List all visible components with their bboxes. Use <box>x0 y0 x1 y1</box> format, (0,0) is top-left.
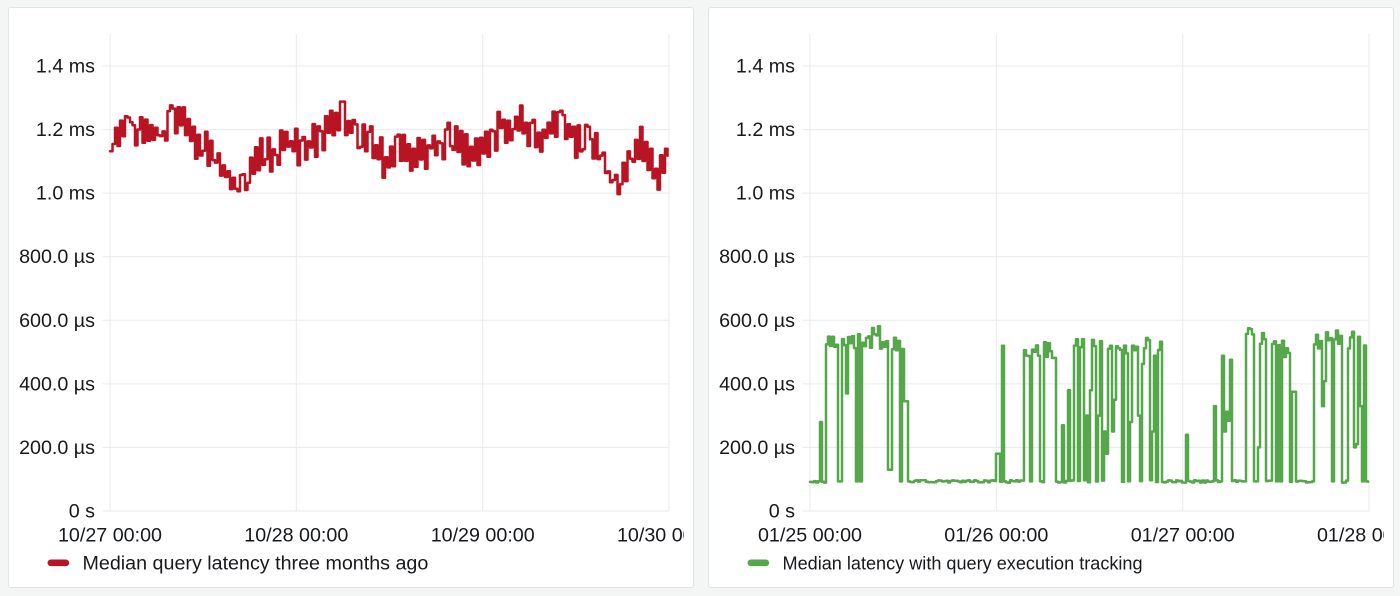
svg-text:200.0 µs: 200.0 µs <box>719 437 795 459</box>
svg-text:800.0 µs: 800.0 µs <box>19 246 95 268</box>
svg-text:Median latency with query exec: Median latency with query execution trac… <box>783 554 1143 574</box>
svg-text:200.0 µs: 200.0 µs <box>19 437 95 459</box>
svg-text:Median query latency three mon: Median query latency three months ago <box>83 553 429 575</box>
svg-text:600.0 µs: 600.0 µs <box>19 310 95 332</box>
svg-text:1.4 ms: 1.4 ms <box>736 56 795 78</box>
svg-text:10/27 00:00: 10/27 00:00 <box>58 524 162 546</box>
svg-text:800.0 µs: 800.0 µs <box>719 246 795 268</box>
svg-text:1.4 ms: 1.4 ms <box>36 56 95 78</box>
svg-text:01/27 00:00: 01/27 00:00 <box>1131 524 1235 546</box>
svg-text:400.0 µs: 400.0 µs <box>719 373 795 395</box>
svg-text:600.0 µs: 600.0 µs <box>719 310 795 332</box>
svg-text:10/29 00:00: 10/29 00:00 <box>431 524 535 546</box>
svg-text:10/28 00:00: 10/28 00:00 <box>244 524 348 546</box>
svg-text:10/30 00:00: 10/30 00:00 <box>617 524 684 546</box>
svg-text:1.2 ms: 1.2 ms <box>36 119 95 141</box>
svg-text:01/25 00:00: 01/25 00:00 <box>758 524 862 546</box>
svg-text:1.0 ms: 1.0 ms <box>36 183 95 205</box>
svg-text:01/28 00:00: 01/28 00:00 <box>1317 524 1384 546</box>
svg-text:0 s: 0 s <box>769 501 795 523</box>
svg-text:01/26 00:00: 01/26 00:00 <box>944 524 1048 546</box>
svg-text:400.0 µs: 400.0 µs <box>19 373 95 395</box>
svg-text:1.2 ms: 1.2 ms <box>736 119 795 141</box>
svg-text:0 s: 0 s <box>69 501 95 523</box>
svg-text:1.0 ms: 1.0 ms <box>736 183 795 205</box>
